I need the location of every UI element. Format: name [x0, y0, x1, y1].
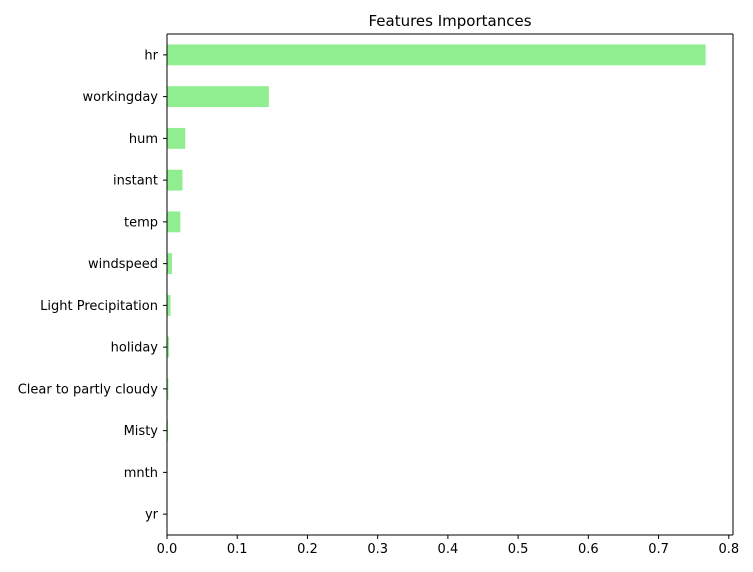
- x-tick-label: 0.3: [367, 542, 388, 557]
- bar-workingday: [167, 86, 269, 108]
- y-axis-ticks: hr workingday hum instant temp windspeed Light…: [18, 48, 167, 523]
- x-tick-label: 0.7: [648, 542, 669, 557]
- bar-clear-to-partly-cloudy: [167, 378, 169, 400]
- x-tick-label: 0.1: [227, 542, 248, 557]
- x-tick-label: 0.2: [297, 542, 318, 557]
- bar-light-precipitation: [167, 294, 171, 316]
- bar-hr: [167, 44, 706, 66]
- x-tick-label: 0.0: [157, 542, 178, 557]
- bars-group: [167, 44, 706, 525]
- bar-windspeed: [167, 253, 172, 275]
- x-axis-ticks: 0.0 0.1 0.2 0.3 0.4 0.5 0.6 0.7 0.8: [157, 535, 739, 557]
- chart-title: Features Importances: [368, 12, 531, 30]
- y-tick-label: temp: [124, 215, 158, 230]
- bar-misty: [167, 420, 169, 442]
- bar-holiday: [167, 336, 170, 358]
- y-tick-label: hum: [129, 132, 158, 147]
- y-tick-label: workingday: [83, 90, 159, 105]
- y-tick-label: Light Precipitation: [40, 299, 158, 314]
- bar-temp: [167, 211, 181, 233]
- bar-instant: [167, 169, 183, 191]
- x-tick-label: 0.6: [578, 542, 599, 557]
- y-tick-label: Clear to partly cloudy: [18, 382, 159, 397]
- y-tick-label: yr: [145, 508, 159, 523]
- axes-frame: [166, 33, 734, 536]
- y-tick-label: windspeed: [88, 257, 158, 272]
- x-tick-label: 0.8: [718, 542, 739, 557]
- y-tick-label: holiday: [111, 341, 159, 356]
- x-tick-label: 0.5: [508, 542, 529, 557]
- y-tick-label: hr: [144, 48, 158, 63]
- bar-hum: [167, 127, 186, 149]
- y-tick-label: instant: [113, 174, 158, 189]
- x-tick-label: 0.4: [438, 542, 459, 557]
- y-tick-label: mnth: [124, 466, 158, 481]
- y-tick-label: Misty: [124, 424, 159, 439]
